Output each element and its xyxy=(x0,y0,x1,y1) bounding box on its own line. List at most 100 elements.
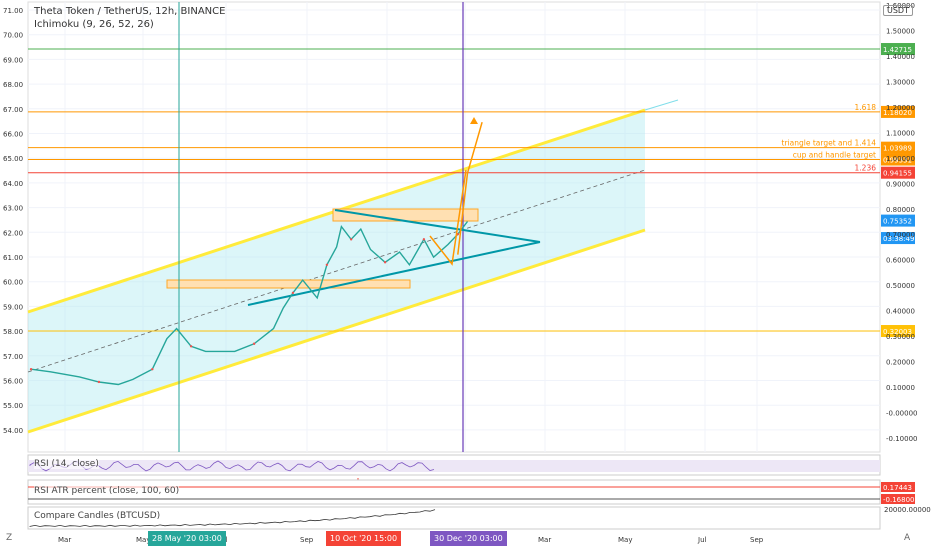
rsi-band xyxy=(28,460,880,472)
level-value-4: 0.94155 xyxy=(883,170,912,178)
x-tick-9: Sep xyxy=(750,536,764,544)
price-point-21 xyxy=(349,238,353,241)
currency-button[interactable]: USDT xyxy=(883,5,913,16)
support-zone xyxy=(166,279,411,289)
crosshair-label-oct: 10 Oct '20 15:00 xyxy=(326,531,402,546)
x-tick-3: Sep xyxy=(300,536,314,544)
right-tick-17: -0.10000 xyxy=(886,435,917,443)
auto-icon[interactable]: A xyxy=(904,533,911,543)
left-tick-7: 64.00 xyxy=(3,180,23,188)
right-tick-16: -0.00000 xyxy=(886,410,917,418)
rsi-atr-value-2: -0.16800 xyxy=(883,496,914,504)
subpanels: 0.17443 -0.16800 20000.00000 xyxy=(27,454,931,530)
left-tick-16: 55.00 xyxy=(3,402,23,410)
price-point-12 xyxy=(252,342,256,345)
price-point-27 xyxy=(422,238,426,241)
left-tick-12: 59.00 xyxy=(3,303,23,311)
price-point-0 xyxy=(29,368,33,371)
compare-panel-label: Compare Candles (BTCUSD) xyxy=(34,511,161,521)
compare-panel xyxy=(27,506,881,530)
price-point-15 xyxy=(291,291,295,295)
left-tick-3: 68.00 xyxy=(3,81,23,89)
level-badge-1 xyxy=(881,105,915,118)
price-point-18 xyxy=(325,263,329,266)
x-tick-8: Jul xyxy=(697,536,707,544)
level-value-1: 1.18020 xyxy=(883,109,912,117)
price-point-6 xyxy=(151,368,154,371)
x-tick-6: Mar xyxy=(538,536,551,544)
level-value-3: 0.99331 xyxy=(883,157,912,165)
left-tick-11: 60.00 xyxy=(3,279,23,287)
left-tick-5: 66.00 xyxy=(3,131,23,139)
left-tick-10: 61.00 xyxy=(3,254,23,262)
right-tick-10: 0.60000 xyxy=(886,257,915,265)
right-tick-5: 1.10000 xyxy=(886,129,915,137)
compare-line xyxy=(29,509,436,527)
right-tick-7: 0.90000 xyxy=(886,180,915,188)
level-label-4: 1.236 xyxy=(855,164,877,173)
settings-icon[interactable]: Z xyxy=(6,533,13,543)
right-tick-1: 1.50000 xyxy=(886,27,915,35)
level-badge-7 xyxy=(881,325,915,338)
compare-value: 20000.00000 xyxy=(884,506,931,514)
level-badge-4 xyxy=(881,166,915,179)
triangle-pattern xyxy=(247,209,541,306)
crosshair-label-dec: 30 Dec '20 03:00 xyxy=(430,531,507,546)
level-value-2: 1.03989 xyxy=(883,145,912,153)
projection-line xyxy=(457,121,483,255)
right-tick-14: 0.20000 xyxy=(886,359,915,367)
right-tick-15: 0.10000 xyxy=(886,384,915,392)
rsi-atr-badge-2 xyxy=(881,494,915,504)
left-tick-8: 63.00 xyxy=(3,205,23,213)
level-value-6: 03:38:49 xyxy=(883,235,914,243)
left-tick-13: 58.00 xyxy=(3,328,23,336)
level-value-7: 0.32003 xyxy=(883,328,912,336)
right-tick-0: 1.60000 xyxy=(886,2,915,10)
rsi-panel-label: RSI (14, close) xyxy=(34,459,99,469)
left-tick-17: 54.00 xyxy=(3,427,23,435)
channel-midline xyxy=(27,169,646,373)
right-tick-9: 0.70000 xyxy=(886,231,915,239)
price-point-24 xyxy=(383,261,387,264)
left-tick-14: 57.00 xyxy=(3,353,23,361)
right-tick-12: 0.40000 xyxy=(886,308,915,316)
right-tick-11: 0.50000 xyxy=(886,282,915,290)
triangle-upper xyxy=(334,209,541,243)
right-tick-13: 0.30000 xyxy=(886,333,915,341)
level-value-5: 0.75352 xyxy=(883,218,912,226)
x-tick-7: May xyxy=(618,536,632,544)
crosshair-label-may: 28 May '20 03:00 xyxy=(148,531,226,546)
projection-arrowhead xyxy=(470,117,478,124)
indicator-label: Ichimoku (9, 26, 52, 26) xyxy=(34,19,154,30)
right-tick-6: 1.00000 xyxy=(886,155,915,163)
grid xyxy=(27,1,881,453)
triangle-lower xyxy=(247,241,541,306)
level-badge-3 xyxy=(881,153,915,166)
right-tick-4: 1.20000 xyxy=(886,104,915,112)
rsi-atr-panel-label: RSI ATR percent (close, 100, 60) xyxy=(34,486,180,496)
left-tick-6: 65.00 xyxy=(3,155,23,163)
left-tick-4: 67.00 xyxy=(3,106,23,114)
price-point-9 xyxy=(189,345,193,348)
horizontal-levels: 1.42715 1.618 1.18020 triangle target and 1… xyxy=(28,43,915,338)
right-tick-8: 0.80000 xyxy=(886,206,915,214)
left-tick-2: 69.00 xyxy=(3,56,23,64)
level-badge-2 xyxy=(881,141,915,154)
price-series xyxy=(29,221,469,386)
left-tick-0: 71.00 xyxy=(3,7,23,15)
left-tick-1: 70.00 xyxy=(3,32,23,40)
channel-extension xyxy=(644,99,679,111)
rsi-atr-value-1: 0.17443 xyxy=(883,484,912,492)
main-plot-area xyxy=(27,1,881,453)
rsi-atr-badge-1 xyxy=(881,482,915,492)
projection-arrows xyxy=(429,117,483,266)
price-point-3 xyxy=(97,380,101,384)
x-tick-0: Mar xyxy=(58,536,71,544)
level-label-3: cup and handle target xyxy=(793,151,876,160)
price-line xyxy=(30,221,469,386)
level-badge-6 xyxy=(881,232,915,245)
resistance-zone xyxy=(332,208,479,222)
left-tick-15: 56.00 xyxy=(3,378,23,386)
level-value-0: 1.42715 xyxy=(883,46,912,54)
